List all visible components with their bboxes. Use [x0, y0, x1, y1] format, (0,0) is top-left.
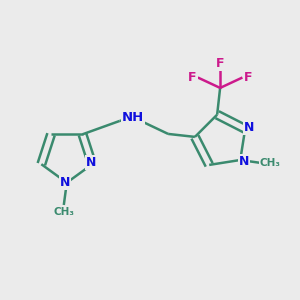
Text: CH₃: CH₃: [260, 158, 280, 168]
Text: N: N: [60, 176, 70, 189]
Text: F: F: [244, 71, 252, 84]
Text: NH: NH: [122, 112, 144, 124]
Text: CH₃: CH₃: [53, 206, 74, 217]
Text: F: F: [216, 57, 224, 70]
Text: F: F: [188, 71, 197, 84]
Text: N: N: [85, 156, 96, 169]
Text: N: N: [238, 155, 249, 168]
Text: N: N: [244, 121, 254, 134]
